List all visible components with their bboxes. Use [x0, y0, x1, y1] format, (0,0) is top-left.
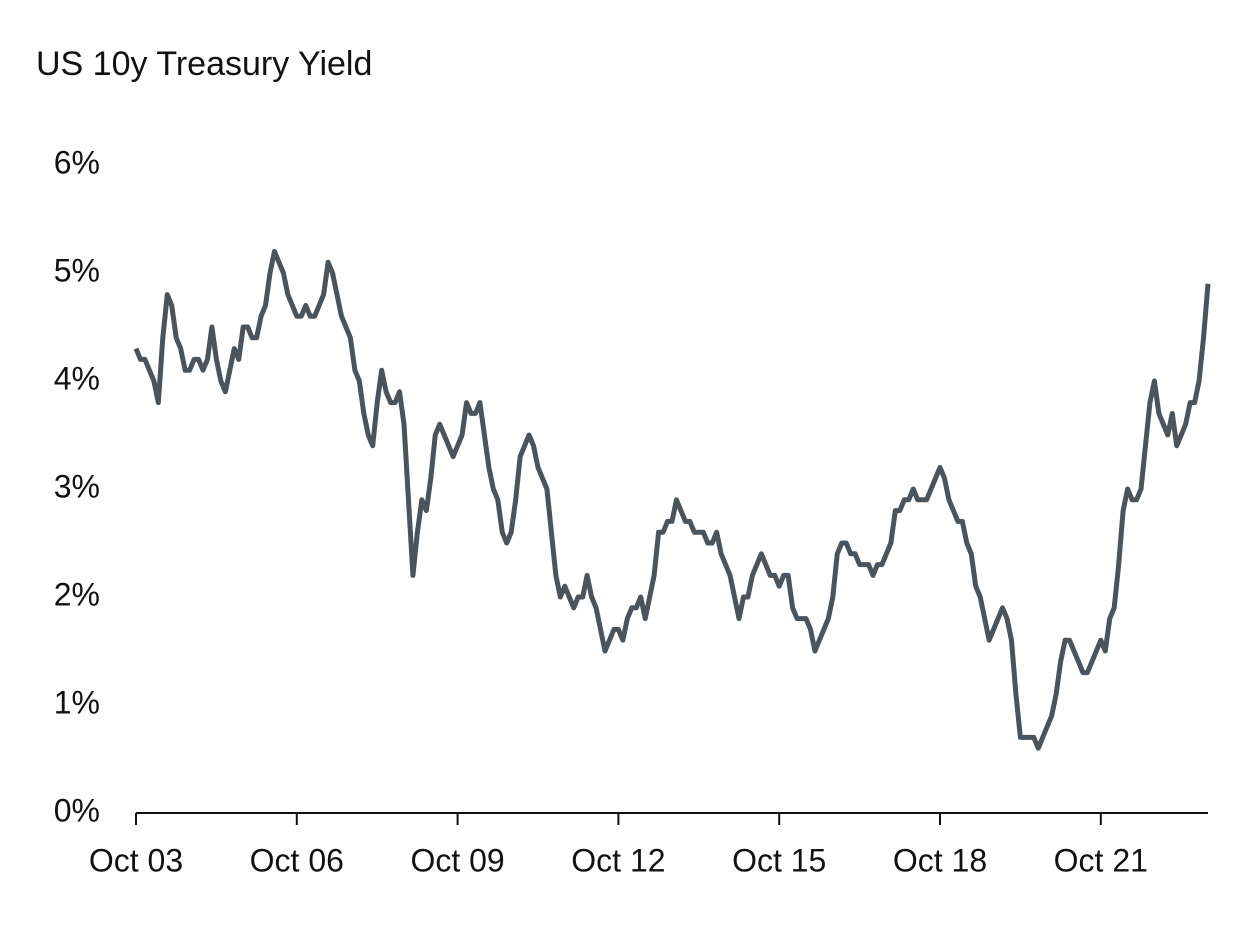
- y-tick-label: 5%: [54, 252, 100, 288]
- x-tick-label: Oct 18: [893, 842, 987, 878]
- y-tick-label: 3%: [54, 468, 100, 504]
- x-tick-label: Oct 06: [250, 842, 344, 878]
- x-tick-label: Oct 21: [1054, 842, 1148, 878]
- y-tick-label: 0%: [54, 792, 100, 828]
- y-tick-label: 4%: [54, 360, 100, 396]
- line-series: [133, 248, 1211, 751]
- x-tick-label: Oct 03: [89, 842, 183, 878]
- y-tick-label: 1%: [54, 684, 100, 720]
- chart-title: US 10y Treasury Yield: [36, 45, 372, 83]
- x-tick-label: Oct 15: [732, 842, 826, 878]
- x-tick-label: Oct 12: [571, 842, 665, 878]
- y-tick-label: 2%: [54, 576, 100, 612]
- y-tick-label: 6%: [54, 144, 100, 180]
- x-tick-label: Oct 09: [410, 842, 504, 878]
